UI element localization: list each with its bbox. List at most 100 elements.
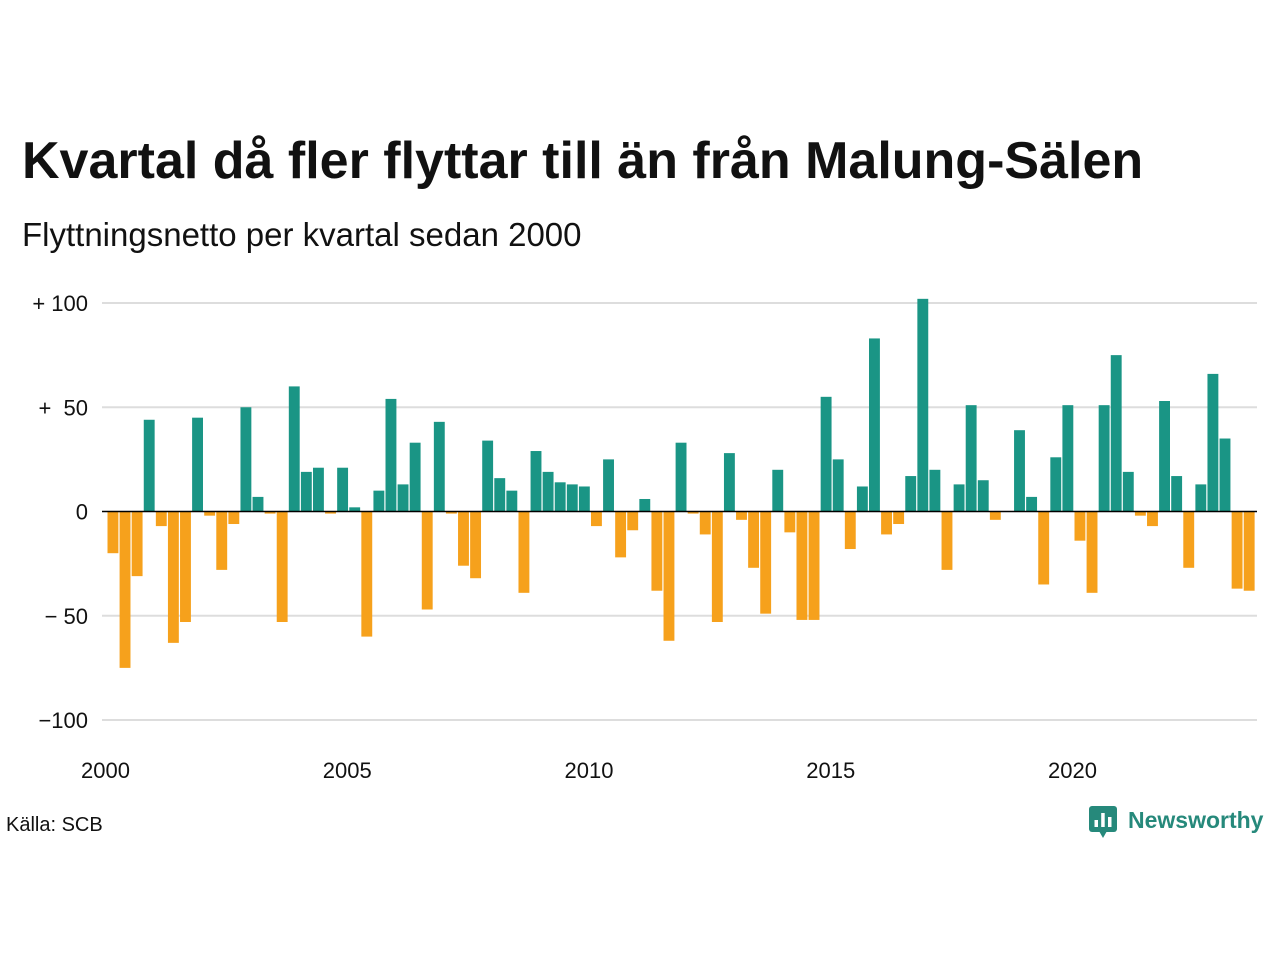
bar bbox=[167, 511, 179, 643]
newsworthy-logo-text: Newsworthy bbox=[1128, 807, 1264, 833]
bar bbox=[893, 511, 905, 525]
bar bbox=[470, 511, 482, 579]
bar bbox=[361, 511, 373, 637]
bar bbox=[1098, 405, 1110, 512]
bar bbox=[687, 511, 699, 514]
bar bbox=[1050, 457, 1062, 512]
bar bbox=[349, 507, 361, 512]
x-tick-label: 2010 bbox=[565, 758, 614, 783]
bar bbox=[832, 459, 844, 512]
bar bbox=[1110, 355, 1122, 512]
bar bbox=[711, 511, 723, 622]
x-tick-label: 2015 bbox=[806, 758, 855, 783]
bar bbox=[989, 511, 1001, 520]
bar bbox=[699, 511, 711, 535]
bar bbox=[385, 398, 397, 512]
bar bbox=[772, 469, 784, 512]
bar bbox=[494, 478, 506, 512]
bar bbox=[530, 451, 542, 512]
bar bbox=[276, 511, 288, 622]
bar bbox=[155, 511, 167, 527]
bar bbox=[506, 490, 518, 512]
y-tick-label: 0 bbox=[76, 500, 88, 525]
bar bbox=[663, 511, 675, 641]
bar bbox=[180, 511, 191, 622]
bar bbox=[1231, 511, 1243, 589]
bar bbox=[929, 469, 941, 512]
bars bbox=[107, 298, 1255, 668]
x-tick-label: 2000 bbox=[81, 758, 130, 783]
bar bbox=[131, 511, 143, 577]
chart-title: Kvartal då fler flyttar till än från Mal… bbox=[22, 132, 1143, 190]
bar bbox=[518, 511, 530, 593]
chart-subtitle: Flyttningsnetto per kvartal sedan 2000 bbox=[22, 216, 582, 253]
bar bbox=[1171, 476, 1183, 512]
bar bbox=[808, 511, 820, 620]
newsworthy-chart-bubble-icon bbox=[1089, 806, 1117, 838]
bar bbox=[953, 484, 965, 512]
bar bbox=[300, 471, 312, 512]
bar bbox=[977, 480, 989, 512]
bar bbox=[252, 496, 264, 512]
bar bbox=[723, 453, 735, 512]
bar bbox=[1159, 401, 1170, 512]
bar bbox=[216, 511, 228, 570]
bar bbox=[554, 482, 566, 512]
x-tick-label: 2005 bbox=[323, 758, 372, 783]
bar bbox=[603, 459, 614, 512]
bar bbox=[421, 511, 433, 610]
x-tick-label: 2020 bbox=[1048, 758, 1097, 783]
bar bbox=[542, 471, 554, 512]
bar bbox=[965, 405, 977, 512]
bar bbox=[288, 386, 300, 512]
bar bbox=[820, 396, 832, 512]
newsworthy-logo: Newsworthy bbox=[1089, 806, 1264, 838]
bar bbox=[397, 484, 409, 512]
bar bbox=[869, 338, 880, 512]
source-note: Källa: SCB bbox=[6, 814, 103, 836]
bar bbox=[1147, 511, 1158, 527]
bar bbox=[143, 419, 155, 512]
bar bbox=[905, 476, 917, 512]
bar bbox=[458, 511, 469, 566]
bar bbox=[409, 442, 421, 512]
bar bbox=[736, 511, 747, 520]
bar bbox=[1026, 496, 1038, 512]
bar bbox=[1219, 438, 1231, 512]
bar bbox=[482, 440, 494, 512]
bar bbox=[917, 298, 929, 512]
bar bbox=[119, 511, 131, 668]
bar bbox=[312, 467, 324, 512]
y-tick-label: −100 bbox=[38, 708, 88, 733]
bar bbox=[1014, 430, 1025, 512]
bar bbox=[192, 417, 203, 512]
y-tick-label: + 100 bbox=[32, 291, 88, 316]
bar bbox=[373, 490, 385, 512]
bar bbox=[337, 467, 349, 512]
bar bbox=[325, 511, 336, 514]
bar bbox=[566, 484, 578, 512]
bar bbox=[1086, 511, 1098, 593]
bar bbox=[264, 511, 276, 514]
bar bbox=[578, 486, 590, 512]
bar bbox=[881, 511, 892, 535]
bar bbox=[1062, 405, 1074, 512]
bar bbox=[639, 498, 651, 512]
bar bbox=[1134, 511, 1146, 516]
bar bbox=[844, 511, 856, 550]
bar bbox=[627, 511, 639, 531]
bar bbox=[856, 486, 868, 512]
bar bbox=[228, 511, 240, 525]
bar bbox=[1074, 511, 1086, 541]
bar bbox=[651, 511, 663, 591]
bar bbox=[591, 511, 602, 527]
bar bbox=[760, 511, 772, 614]
bar bbox=[1207, 373, 1219, 512]
bar bbox=[1183, 511, 1195, 568]
bar bbox=[1243, 511, 1255, 591]
y-tick-label: + 50 bbox=[38, 395, 88, 420]
bar bbox=[748, 511, 760, 568]
bar bbox=[784, 511, 796, 533]
bar bbox=[1195, 484, 1207, 512]
